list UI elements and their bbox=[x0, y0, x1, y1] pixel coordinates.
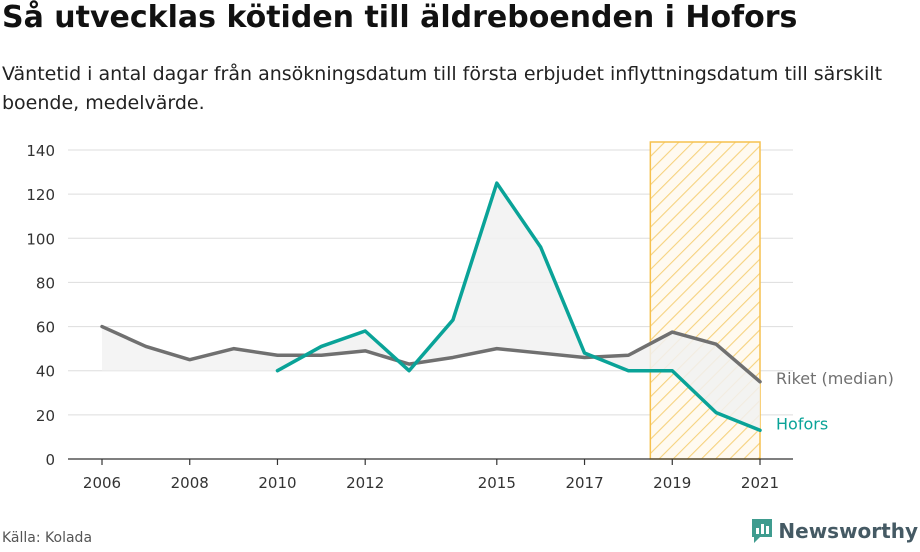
y-tick-label: 80 bbox=[36, 274, 55, 292]
series-label-0: Riket (median) bbox=[776, 369, 894, 388]
x-tick-label: 2019 bbox=[653, 474, 691, 492]
x-tick-label: 2006 bbox=[83, 474, 121, 492]
x-tick-label: 2012 bbox=[346, 474, 384, 492]
shade-area-between bbox=[277, 183, 760, 431]
newsworthy-logo: Newsworthy bbox=[750, 518, 918, 544]
y-tick-label: 120 bbox=[26, 186, 55, 204]
x-tick-label: 2017 bbox=[565, 474, 603, 492]
y-tick-label: 20 bbox=[36, 407, 55, 425]
series-line-0 bbox=[100, 324, 762, 384]
x-tick-label: 2021 bbox=[741, 474, 779, 492]
y-tick-label: 0 bbox=[45, 451, 55, 469]
x-tick-label: 2015 bbox=[478, 474, 516, 492]
series-line-1 bbox=[275, 181, 762, 433]
brand-name: Newsworthy bbox=[778, 519, 918, 543]
newsworthy-logo-icon bbox=[752, 519, 773, 543]
chart-title: Så utvecklas kötiden till äldreboenden i… bbox=[2, 0, 798, 35]
y-tick-label: 140 bbox=[26, 142, 55, 160]
x-tick-label: 2008 bbox=[171, 474, 209, 492]
x-tick-label: 2010 bbox=[258, 474, 296, 492]
y-tick-label: 100 bbox=[26, 230, 55, 248]
shade-area-early bbox=[102, 326, 278, 371]
y-tick-label: 40 bbox=[36, 363, 55, 381]
source-note: Källa: Kolada bbox=[2, 530, 93, 546]
chart-subtitle: Väntetid i antal dagar från ansökningsda… bbox=[2, 63, 883, 114]
y-tick-label: 60 bbox=[36, 319, 55, 337]
series-label-1: Hofors bbox=[776, 414, 828, 433]
